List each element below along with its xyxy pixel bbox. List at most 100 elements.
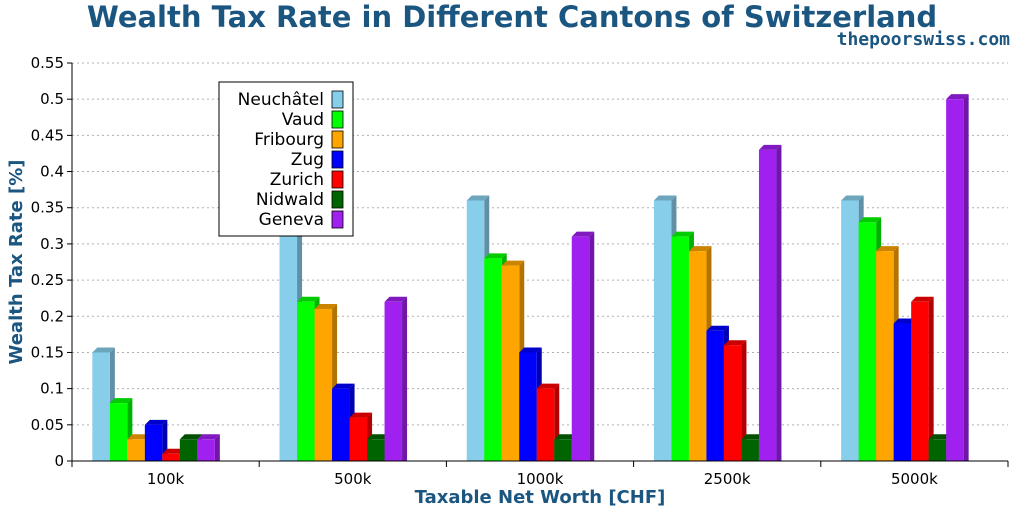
- y-tick-label: 0.1: [40, 380, 64, 398]
- bar: [197, 434, 220, 461]
- bar-face: [197, 439, 215, 461]
- axes: 0 0.05 0.1 0.15 0.2 0.25 0.3 0.35 0.4 0.45 0.5 0.55…: [31, 54, 1009, 488]
- bar-top: [179, 434, 203, 440]
- bar-top: [946, 94, 969, 100]
- bar-top: [671, 231, 694, 237]
- bar-face: [179, 439, 198, 461]
- bar-face: [349, 417, 368, 461]
- y-tick-label: 0.2: [40, 307, 64, 325]
- y-tick-label: 0.5: [40, 90, 64, 108]
- bar-face: [297, 301, 315, 461]
- bar-face: [758, 149, 777, 461]
- bar-face: [946, 99, 964, 461]
- bar-face: [501, 265, 520, 461]
- legend: NeuchâtelVaudFribourgZugZurichNidwaldGen…: [218, 81, 354, 237]
- bar-face: [127, 439, 145, 461]
- bar-face: [928, 439, 947, 461]
- bar-top: [197, 434, 220, 440]
- legend-label: Fribourg: [254, 130, 324, 150]
- bar-face: [911, 301, 929, 461]
- y-tick-label: 0.3: [40, 235, 64, 253]
- bar-face: [653, 200, 672, 461]
- x-tick-label: 500k: [334, 470, 372, 488]
- legend-swatch: [331, 130, 344, 149]
- y-tick-label: 0.25: [31, 271, 64, 289]
- bar-top: [144, 419, 168, 425]
- bar-top: [554, 434, 577, 440]
- bar-top: [911, 296, 934, 302]
- y-axis-title: Wealth Tax Rate [%]: [6, 160, 27, 365]
- bar-top: [162, 448, 185, 454]
- bar-top: [571, 231, 595, 237]
- bar-top: [109, 398, 133, 404]
- bar-side: [214, 434, 220, 461]
- legend-swatch: [331, 150, 344, 169]
- bar: [946, 94, 969, 461]
- bar-top: [758, 144, 782, 150]
- bar-top: [92, 347, 115, 353]
- bar-face: [841, 200, 859, 461]
- bar-top: [928, 434, 952, 440]
- bar-top: [653, 195, 677, 201]
- bar-side: [589, 231, 595, 461]
- legend-label: Zurich: [270, 170, 324, 190]
- y-tick-label: 0.35: [31, 199, 64, 217]
- bar-face: [536, 388, 555, 461]
- bar-top: [723, 340, 747, 346]
- bar-top: [314, 304, 338, 310]
- y-tick-label: 0.15: [31, 343, 64, 361]
- bar-face: [162, 453, 180, 461]
- legend-label: Vaud: [282, 110, 324, 130]
- bar-top: [858, 217, 882, 223]
- bar-face: [554, 439, 572, 461]
- bar: [758, 144, 782, 461]
- legend-box: [218, 81, 354, 237]
- bar-top: [367, 434, 390, 440]
- bar-face: [706, 330, 724, 461]
- bar-side: [963, 94, 969, 461]
- bar-top: [876, 246, 899, 252]
- chart-title: Wealth Tax Rate in Different Cantons of …: [86, 0, 938, 34]
- bar-face: [671, 236, 689, 461]
- y-tick-label: 0: [54, 452, 64, 470]
- bar-face: [893, 323, 912, 461]
- bar-top: [501, 260, 525, 266]
- bar-face: [571, 236, 590, 461]
- x-tick-label: 2500k: [704, 470, 751, 488]
- bar: [723, 340, 747, 461]
- bar-face: [519, 352, 537, 461]
- bar-face: [384, 301, 403, 461]
- legend-label: Neuchâtel: [238, 90, 324, 110]
- site-credit[interactable]: thepoorswiss.com: [836, 29, 1010, 50]
- bars: [92, 94, 969, 461]
- bar-top: [127, 434, 150, 440]
- legend-label: Nidwald: [256, 190, 324, 210]
- bar-face: [144, 424, 163, 461]
- bar-face: [314, 309, 333, 461]
- bar-top: [519, 347, 542, 353]
- bar-top: [484, 253, 507, 259]
- bar-top: [536, 383, 560, 389]
- bar-side: [402, 296, 408, 461]
- y-tick-label: 0.4: [40, 163, 64, 181]
- x-axis-title: Taxable Net Worth [CHF]: [415, 487, 666, 508]
- bar-face: [876, 251, 894, 461]
- bar-face: [688, 251, 707, 461]
- bar-top: [841, 195, 864, 201]
- bar-side: [776, 144, 782, 461]
- bar: [571, 231, 595, 461]
- x-tick-label: 5000k: [891, 470, 938, 488]
- bar-top: [741, 434, 764, 440]
- legend-swatch: [331, 210, 344, 229]
- bar-top: [706, 325, 729, 331]
- legend-label: Zug: [291, 150, 324, 170]
- bar-face: [279, 200, 298, 461]
- bar-top: [297, 296, 320, 302]
- legend-swatch: [331, 110, 344, 129]
- bar-face: [484, 258, 502, 461]
- bar-top: [893, 318, 917, 324]
- bar-face: [332, 388, 350, 461]
- bar-face: [858, 222, 877, 461]
- bar: [384, 296, 408, 461]
- bar-side: [741, 340, 747, 461]
